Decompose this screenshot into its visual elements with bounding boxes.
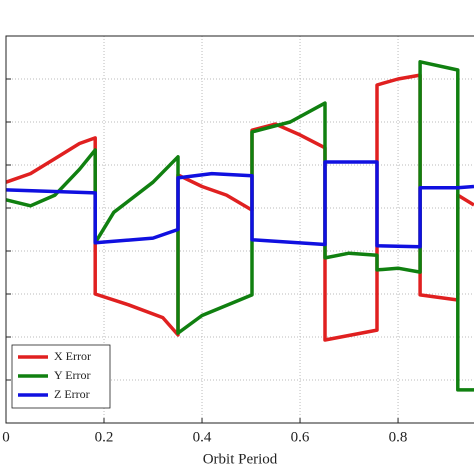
legend-label: Z Error [54, 387, 90, 401]
series-line [5, 60, 474, 392]
legend-label: Y Error [54, 368, 91, 382]
x-tick-label: 0 [2, 429, 10, 445]
legend: X Error Y Error Z Error [11, 344, 111, 409]
x-axis-label: Orbit Period [203, 451, 278, 467]
x-tick-label: 0.2 [95, 429, 114, 445]
plot-frame [5, 35, 474, 424]
x-tick-label: 0.6 [291, 429, 310, 445]
legend-label: X Error [54, 349, 91, 363]
series-line [5, 160, 474, 249]
x-tick-label: 0.4 [193, 429, 212, 445]
x-tick-label: 0.8 [389, 429, 408, 445]
plot-lines [5, 60, 474, 392]
